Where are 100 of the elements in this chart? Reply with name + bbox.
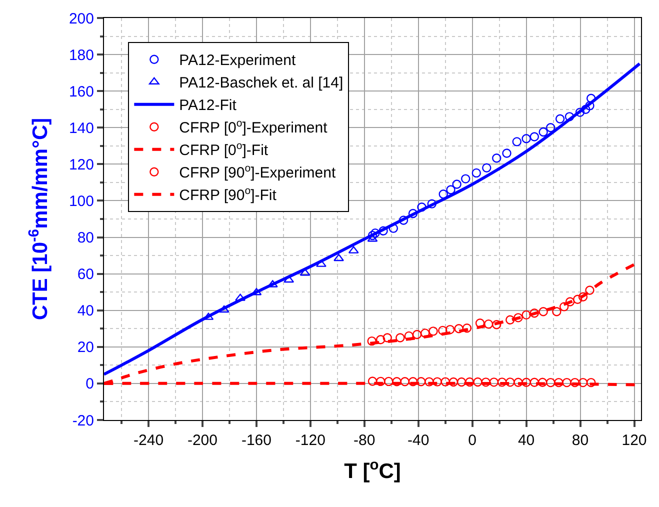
point: [581, 104, 590, 114]
point: [538, 307, 548, 316]
point: [565, 297, 575, 306]
x-tick-label: -80: [354, 432, 376, 449]
point: [555, 114, 565, 124]
point: [492, 320, 502, 330]
point: [367, 336, 376, 346]
legend-label: PA12-Baschek et. al [14]: [179, 74, 344, 92]
y-tick-label: 20: [77, 339, 94, 356]
y-tick-label: -20: [72, 412, 94, 430]
y-tick-label: 80: [77, 230, 94, 247]
x-tick-label: -160: [241, 432, 272, 449]
point: [445, 324, 455, 334]
point: [461, 174, 470, 184]
point: [575, 108, 585, 117]
point: [368, 376, 378, 386]
point: [446, 185, 456, 194]
point: [530, 308, 540, 318]
point: [552, 307, 562, 316]
point: [522, 378, 531, 387]
point: [370, 228, 380, 238]
point: [578, 292, 588, 302]
point: [522, 134, 531, 144]
point: [334, 254, 344, 262]
point: [448, 377, 458, 387]
point: [462, 323, 472, 333]
point: [538, 127, 548, 137]
point: [570, 378, 580, 388]
y-tick-label: 120: [68, 156, 94, 174]
legend-label: PA12-Experiment: [179, 52, 296, 70]
legend-label: CFRP [90$^{o}$]-Experiment: [179, 162, 336, 182]
y-tick-label: 40: [77, 302, 94, 320]
point: [586, 378, 596, 388]
point: [484, 319, 494, 329]
point: [384, 376, 394, 386]
x-tick-label: -120: [295, 432, 326, 449]
point: [475, 318, 485, 328]
point: [412, 330, 422, 340]
point: [506, 315, 515, 324]
point: [506, 378, 515, 387]
point: [388, 224, 398, 233]
point: [514, 313, 523, 322]
y-tick-label: 160: [68, 83, 94, 100]
y-tick-label: 180: [68, 46, 94, 64]
x-tick-label: 120: [622, 432, 647, 449]
point: [497, 378, 507, 387]
point: [408, 377, 418, 386]
x-tick-label: -40: [408, 432, 430, 449]
point: [417, 202, 426, 212]
point: [586, 94, 596, 103]
point: [530, 378, 540, 387]
point: [546, 123, 556, 132]
x-tick-label: 40: [518, 432, 535, 449]
point: [514, 378, 523, 387]
point: [432, 377, 442, 386]
point: [396, 333, 405, 342]
point: [472, 168, 481, 178]
point: [382, 333, 392, 342]
point: [376, 376, 386, 386]
point: [376, 335, 386, 344]
point: [554, 378, 564, 388]
point: [572, 294, 582, 304]
legend-label: PA12-Fit: [179, 97, 238, 114]
y-tick-label: 200: [68, 10, 94, 28]
point: [424, 377, 434, 386]
point: [530, 132, 540, 142]
point: [316, 260, 326, 267]
point: [438, 326, 448, 336]
point: [522, 310, 531, 320]
point: [559, 302, 569, 312]
point: [473, 377, 482, 387]
point: [400, 377, 410, 386]
point: [416, 377, 426, 386]
x-axis-title: T [$^{o}$C]: [344, 457, 401, 484]
legend-label: CFRP [90$^{o}$]-Fit: [179, 184, 278, 204]
point: [452, 180, 462, 189]
point: [482, 163, 492, 172]
point: [492, 154, 502, 163]
y-tick-label: 140: [68, 120, 94, 137]
x-tick-label: 0: [468, 432, 477, 449]
point: [284, 275, 294, 283]
point: [440, 377, 450, 386]
point: [481, 378, 490, 387]
point: [427, 199, 436, 208]
point: [546, 378, 556, 388]
point: [454, 324, 464, 334]
legend-label: CFRP [0$^{o}$]-Experiment: [179, 117, 328, 137]
point: [465, 377, 474, 387]
x-tick-label: -200: [187, 432, 218, 449]
point: [564, 112, 574, 122]
point: [456, 377, 466, 387]
point: [585, 286, 594, 295]
point: [502, 148, 512, 158]
point: [404, 331, 414, 341]
point: [368, 230, 378, 240]
y-tick-label: 0: [86, 376, 94, 393]
point: [398, 216, 408, 225]
point: [428, 326, 438, 336]
point: [378, 226, 388, 236]
point: [578, 378, 588, 388]
